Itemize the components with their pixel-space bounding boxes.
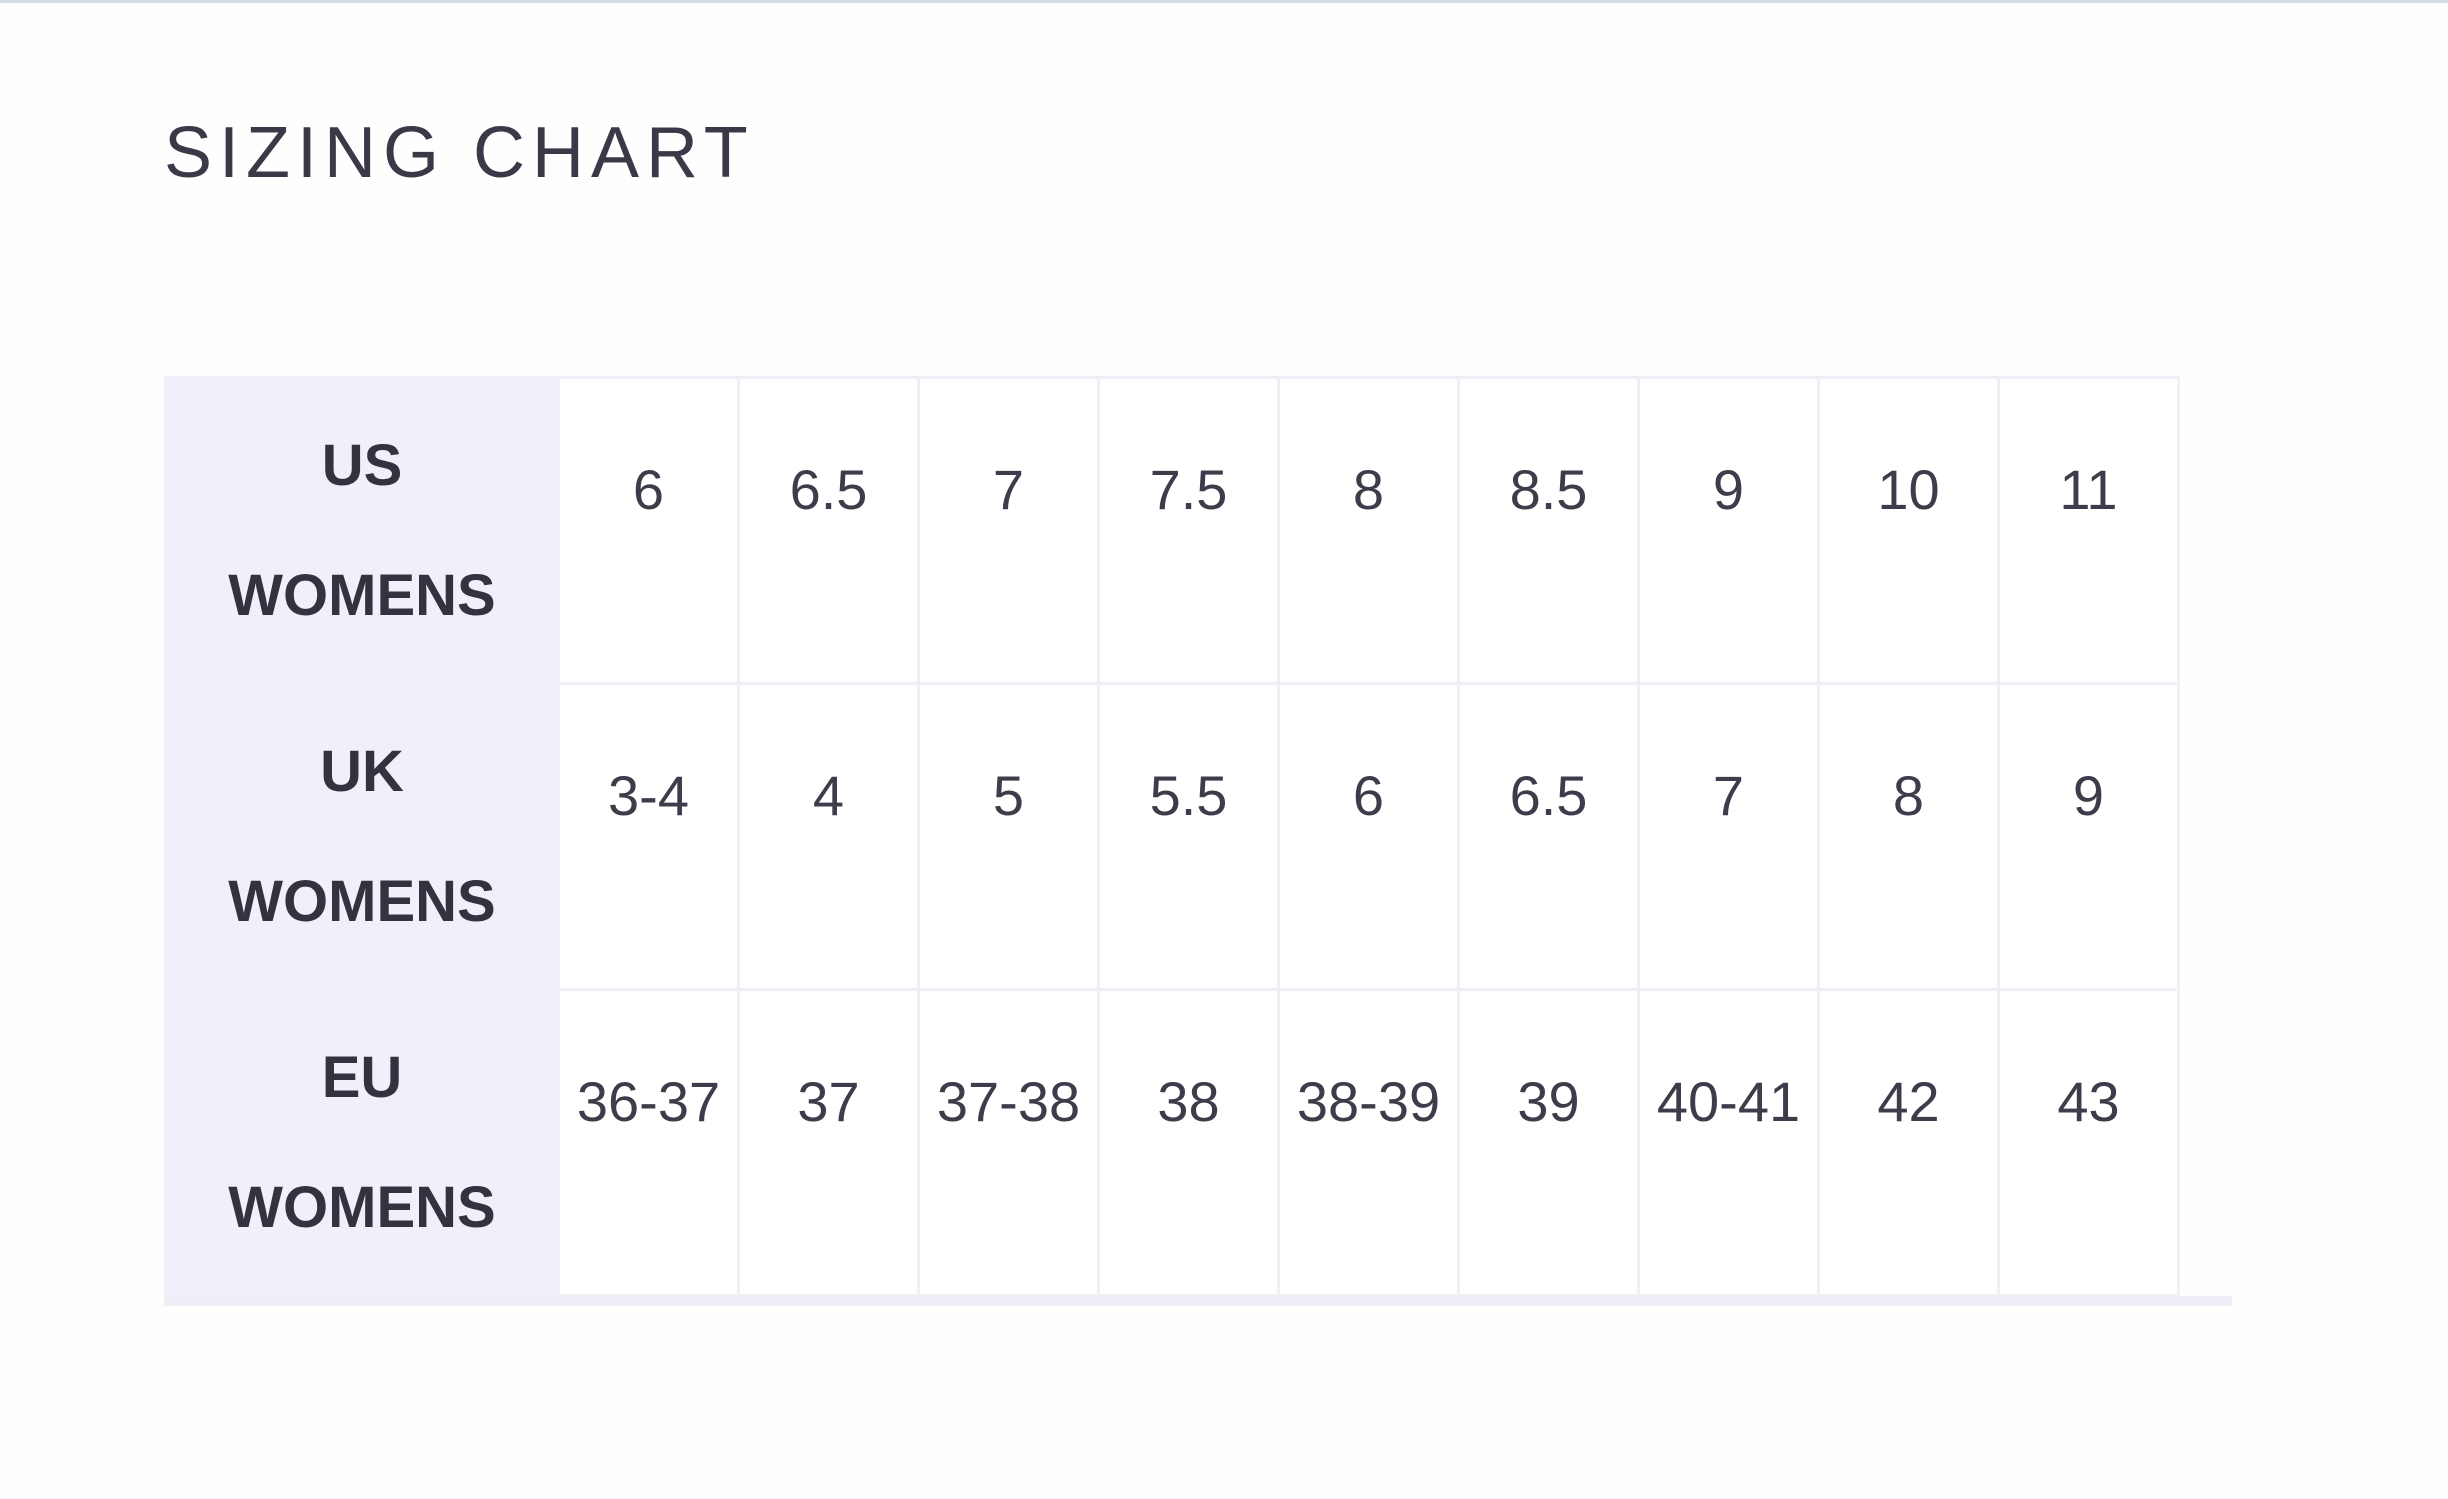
- size-cell: 9: [1997, 682, 2180, 991]
- size-cell: 43: [1997, 988, 2180, 1297]
- size-cell: 7: [917, 376, 1100, 685]
- size-cell: 4: [737, 682, 920, 991]
- size-cell: 10: [1817, 376, 2000, 685]
- size-cell: 38-39: [1277, 988, 1460, 1297]
- size-cell: 6.5: [1457, 682, 1640, 991]
- row-header-gender: WOMENS: [228, 869, 496, 934]
- table-row: US WOMENS 6 6.5 7 7.5 8 8.5 9 10 11: [164, 376, 2180, 685]
- table-row: EU WOMENS 36-37 37 37-38 38 38-39 39 40-41 42 43: [164, 988, 2180, 1297]
- size-cell: 8: [1817, 682, 2000, 991]
- sizing-table: US WOMENS 6 6.5 7 7.5 8 8.5 9 10 11 UK WOMENS 3-4 4 5 5.…: [164, 376, 2180, 1297]
- row-header: EU WOMENS: [164, 988, 560, 1297]
- row-header: UK WOMENS: [164, 682, 560, 991]
- page-title: SIZING CHART: [164, 113, 755, 193]
- size-cell: 5.5: [1097, 682, 1280, 991]
- size-cell: 6: [1277, 682, 1460, 991]
- size-cell: 9: [1637, 376, 1820, 685]
- size-cell: 37-38: [917, 988, 1100, 1297]
- size-cell: 8.5: [1457, 376, 1640, 685]
- table-row: UK WOMENS 3-4 4 5 5.5 6 6.5 7 8 9: [164, 682, 2180, 991]
- size-cell: 39: [1457, 988, 1640, 1297]
- size-cell: 40-41: [1637, 988, 1820, 1297]
- size-cell: 3-4: [557, 682, 740, 991]
- size-cell: 7: [1637, 682, 1820, 991]
- size-cell: 37: [737, 988, 920, 1297]
- row-header-region: UK: [320, 739, 404, 804]
- size-cell: 38: [1097, 988, 1280, 1297]
- size-cell: 11: [1997, 376, 2180, 685]
- row-header: US WOMENS: [164, 376, 560, 685]
- size-cell: 6: [557, 376, 740, 685]
- size-cell: 42: [1817, 988, 2000, 1297]
- row-header-region: US: [321, 433, 403, 498]
- size-cell: 8: [1277, 376, 1460, 685]
- top-border: [0, 0, 2448, 3]
- row-header-gender: WOMENS: [228, 563, 496, 628]
- row-header-gender: WOMENS: [228, 1175, 496, 1240]
- row-header-region: EU: [321, 1045, 403, 1110]
- size-cell: 36-37: [557, 988, 740, 1297]
- size-cell: 6.5: [737, 376, 920, 685]
- table-bottom-border: [164, 1296, 2232, 1306]
- size-cell: 7.5: [1097, 376, 1280, 685]
- size-cell: 5: [917, 682, 1100, 991]
